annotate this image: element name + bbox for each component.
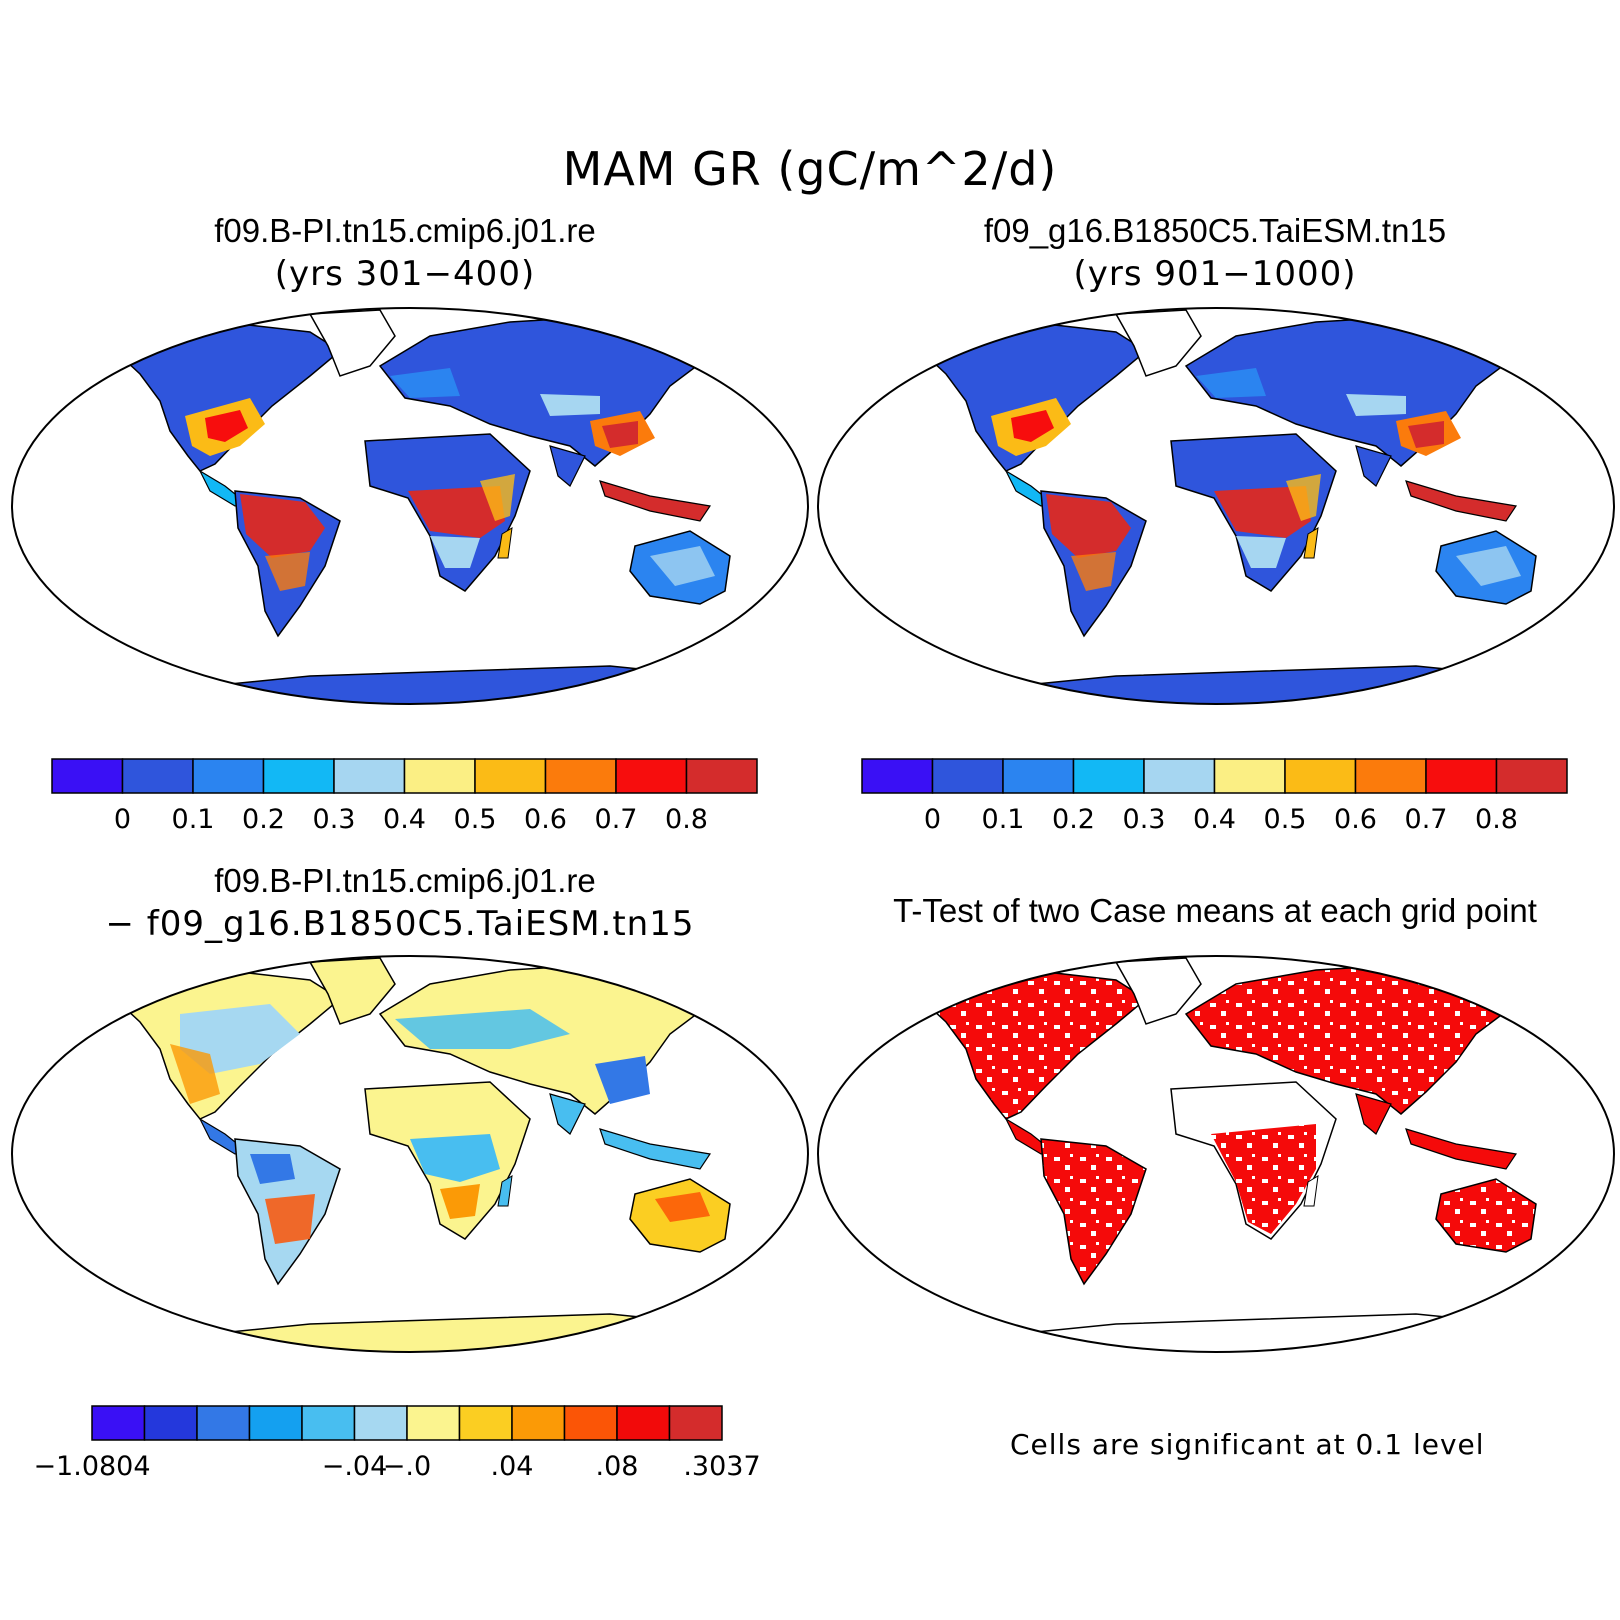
colorbar-tick-label: 0.2	[1052, 804, 1095, 835]
colorbar-box	[192, 758, 265, 794]
ttest-significance-note: Cells are significant at 0.1 level	[1010, 1428, 1485, 1461]
colorbar-box	[615, 758, 688, 794]
colorbar-tick-label: 0.7	[1405, 804, 1448, 835]
figure-title: MAM GR (gC/m^2/d)	[562, 142, 1058, 196]
case1-map	[11, 307, 809, 705]
colorbar-tick-label: −.04	[322, 1451, 388, 1482]
colorbar-box	[668, 1405, 723, 1441]
colorbar-box	[1425, 758, 1498, 794]
colorbar-box	[248, 1405, 303, 1441]
colorbar-box	[353, 1405, 408, 1441]
colorbar-box	[685, 758, 758, 794]
colorbar-box	[143, 1405, 198, 1441]
colorbar-box	[1002, 758, 1075, 794]
colorbar-box	[51, 758, 124, 794]
colorbar-tick-label: .08	[596, 1451, 639, 1482]
colorbar-tick-label: 0	[924, 804, 941, 835]
colorbar-box	[403, 758, 476, 794]
colorbar-tick-label: 0.4	[1193, 804, 1236, 835]
colorbar-box	[196, 1405, 251, 1441]
colorbar-box	[1284, 758, 1357, 794]
colorbar-box	[563, 1405, 618, 1441]
colorbar-box	[1495, 758, 1568, 794]
colorbar-tick-label: 0.6	[1334, 804, 1377, 835]
colorbar-box	[861, 758, 934, 794]
colorbar-tick-label: −.0	[383, 1451, 431, 1482]
colorbar-tick-label: 0.4	[383, 804, 426, 835]
greenland	[308, 309, 396, 377]
colorbar-box	[616, 1405, 671, 1441]
colorbar-tick-label: 0.1	[982, 804, 1025, 835]
case1-colorbar: 0 0.1 0.2 0.3 0.4 0.5 0.6 0.7 0.8	[51, 758, 758, 835]
colorbar-box	[1213, 758, 1286, 794]
colorbar-tick-label: 0.1	[172, 804, 215, 835]
colorbar-tick-label: −1.0804	[33, 1451, 150, 1482]
colorbar-tick-label: 0.2	[242, 804, 285, 835]
colorbar-tick-label: 0.5	[1264, 804, 1307, 835]
colorbar-tick-label: 0.8	[665, 804, 708, 835]
case2-colorbar: 0 0.1 0.2 0.3 0.4 0.5 0.6 0.7 0.8	[861, 758, 1568, 835]
diff-title: f09.B-PI.tn15.cmip6.j01.re	[214, 862, 596, 899]
case1-title: f09.B-PI.tn15.cmip6.j01.re	[214, 212, 596, 249]
case2-title: f09_g16.B1850C5.TaiESM.tn15	[983, 212, 1447, 249]
colorbar-box	[91, 1405, 146, 1441]
colorbar-box	[301, 1405, 356, 1441]
colorbar-tick-label: .3037	[683, 1451, 760, 1482]
diff-colorbar: −1.0804 −.04−.0 .04 .08 .3037	[33, 1405, 761, 1482]
case1-subtitle: (yrs 301−400)	[274, 254, 536, 294]
colorbar-box	[458, 1405, 513, 1441]
colorbar-box	[406, 1405, 461, 1441]
diff-map	[11, 955, 809, 1353]
colorbar-tick-label: 0	[114, 804, 131, 835]
colorbar-tick-label: 0.5	[454, 804, 497, 835]
case2-subtitle: (yrs 901−1000)	[1073, 254, 1357, 294]
colorbar-box	[544, 758, 617, 794]
colorbar-tick-label: 0.3	[1123, 804, 1166, 835]
colorbar-tick-label: .04	[491, 1451, 534, 1482]
colorbar-box	[262, 758, 335, 794]
colorbar-box	[121, 758, 194, 794]
colorbar-box	[511, 1405, 566, 1441]
ttest-map	[817, 955, 1615, 1353]
colorbar-box	[474, 758, 547, 794]
colorbar-tick-label: 0.3	[313, 804, 356, 835]
colorbar-box	[1072, 758, 1145, 794]
ttest-title: T-Test of two Case means at each grid po…	[893, 892, 1537, 929]
diff-subtitle: − f09_g16.B1850C5.TaiESM.tn15	[105, 904, 695, 944]
colorbar-box	[931, 758, 1004, 794]
colorbar-tick-label: 0.6	[524, 804, 567, 835]
colorbar-box	[1354, 758, 1427, 794]
case2-map	[817, 307, 1615, 705]
colorbar-tick-label: 0.8	[1475, 804, 1518, 835]
colorbar-box	[333, 758, 406, 794]
colorbar-tick-label: 0.7	[595, 804, 638, 835]
colorbar-box	[1143, 758, 1216, 794]
